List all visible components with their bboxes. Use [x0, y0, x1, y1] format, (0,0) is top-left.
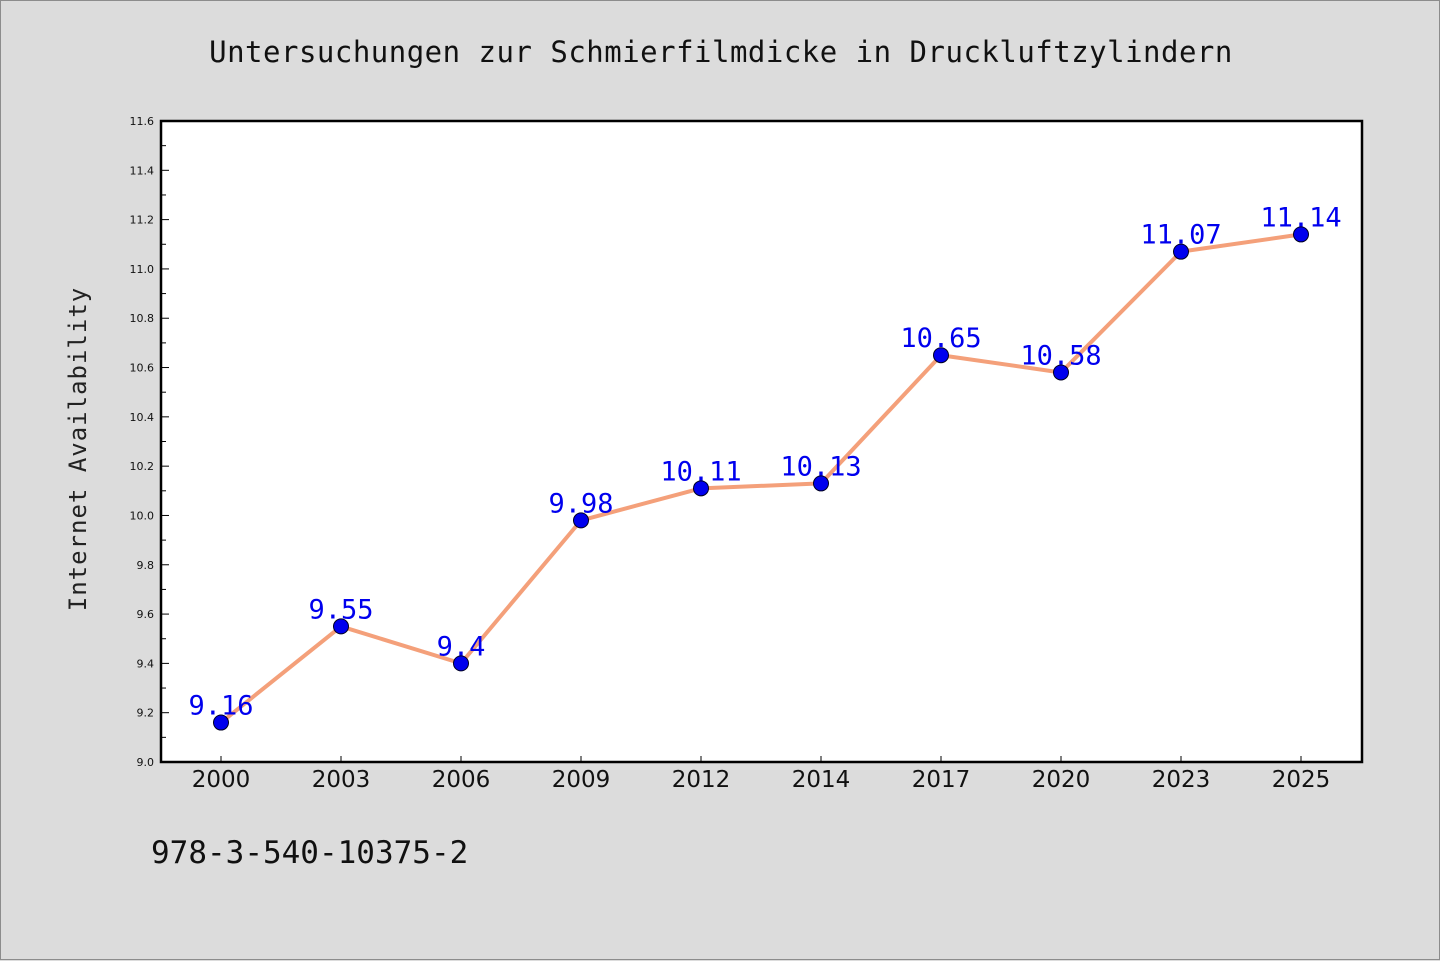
data-label: 10.58	[1020, 340, 1101, 371]
data-label: 9.4	[437, 631, 486, 662]
y-tick-label: 10.4	[130, 411, 155, 424]
y-tick-label: 9.2	[137, 707, 155, 720]
x-tick-label: 2000	[192, 767, 251, 793]
data-label: 10.65	[900, 323, 981, 354]
data-point-marker	[1053, 364, 1069, 381]
y-tick-label: 11.6	[130, 115, 155, 128]
data-point-marker	[333, 618, 349, 635]
x-tick-label: 2023	[1152, 767, 1211, 793]
series-line	[219, 232, 1303, 725]
data-label: 10.11	[660, 456, 741, 487]
y-tick-label: 9.6	[137, 608, 155, 621]
x-tick-label: 2003	[312, 767, 371, 793]
x-tick-label: 2014	[792, 767, 851, 793]
data-point-marker	[933, 347, 949, 364]
x-tick-label: 2012	[672, 767, 731, 793]
data-point-marker	[1293, 226, 1309, 243]
x-tick-label: 2020	[1032, 767, 1091, 793]
data-label: 9.98	[548, 488, 613, 519]
plot-background	[161, 121, 1362, 762]
data-point-marker	[573, 512, 589, 529]
x-tick-label: 2006	[432, 767, 491, 793]
y-tick-label: 9.4	[137, 657, 155, 670]
chart-title: Untersuchungen zur Schmierfilmdicke in D…	[209, 35, 1233, 69]
y-tick-label: 9.8	[137, 559, 155, 572]
y-tick-label: 11.4	[130, 164, 155, 177]
data-label: 10.13	[780, 451, 861, 482]
x-tick-label: 2009	[552, 767, 611, 793]
data-point-marker	[693, 480, 709, 497]
x-tick-label: 2025	[1272, 767, 1331, 793]
y-tick-label: 10.2	[130, 460, 155, 473]
isbn-code: 978-3-540-10375-2	[151, 835, 469, 871]
data-label: 11.07	[1140, 220, 1221, 251]
y-tick-label: 10.0	[130, 509, 155, 522]
data-label: 11.14	[1260, 202, 1341, 233]
y-tick-label: 11.0	[130, 263, 155, 276]
data-point-marker	[1173, 243, 1189, 260]
data-label: 9.16	[188, 691, 253, 722]
y-tick-label: 9.0	[137, 756, 155, 769]
data-point-marker	[213, 714, 229, 731]
data-point-marker	[453, 655, 469, 672]
y-tick-label: 10.8	[130, 312, 155, 325]
plot-frame	[159, 119, 1364, 764]
x-tick-label: 2017	[912, 767, 971, 793]
data-point-marker	[813, 475, 829, 492]
y-tick-label: 11.2	[130, 214, 155, 227]
data-label: 9.55	[308, 594, 373, 625]
y-tick-label: 10.6	[130, 362, 155, 375]
